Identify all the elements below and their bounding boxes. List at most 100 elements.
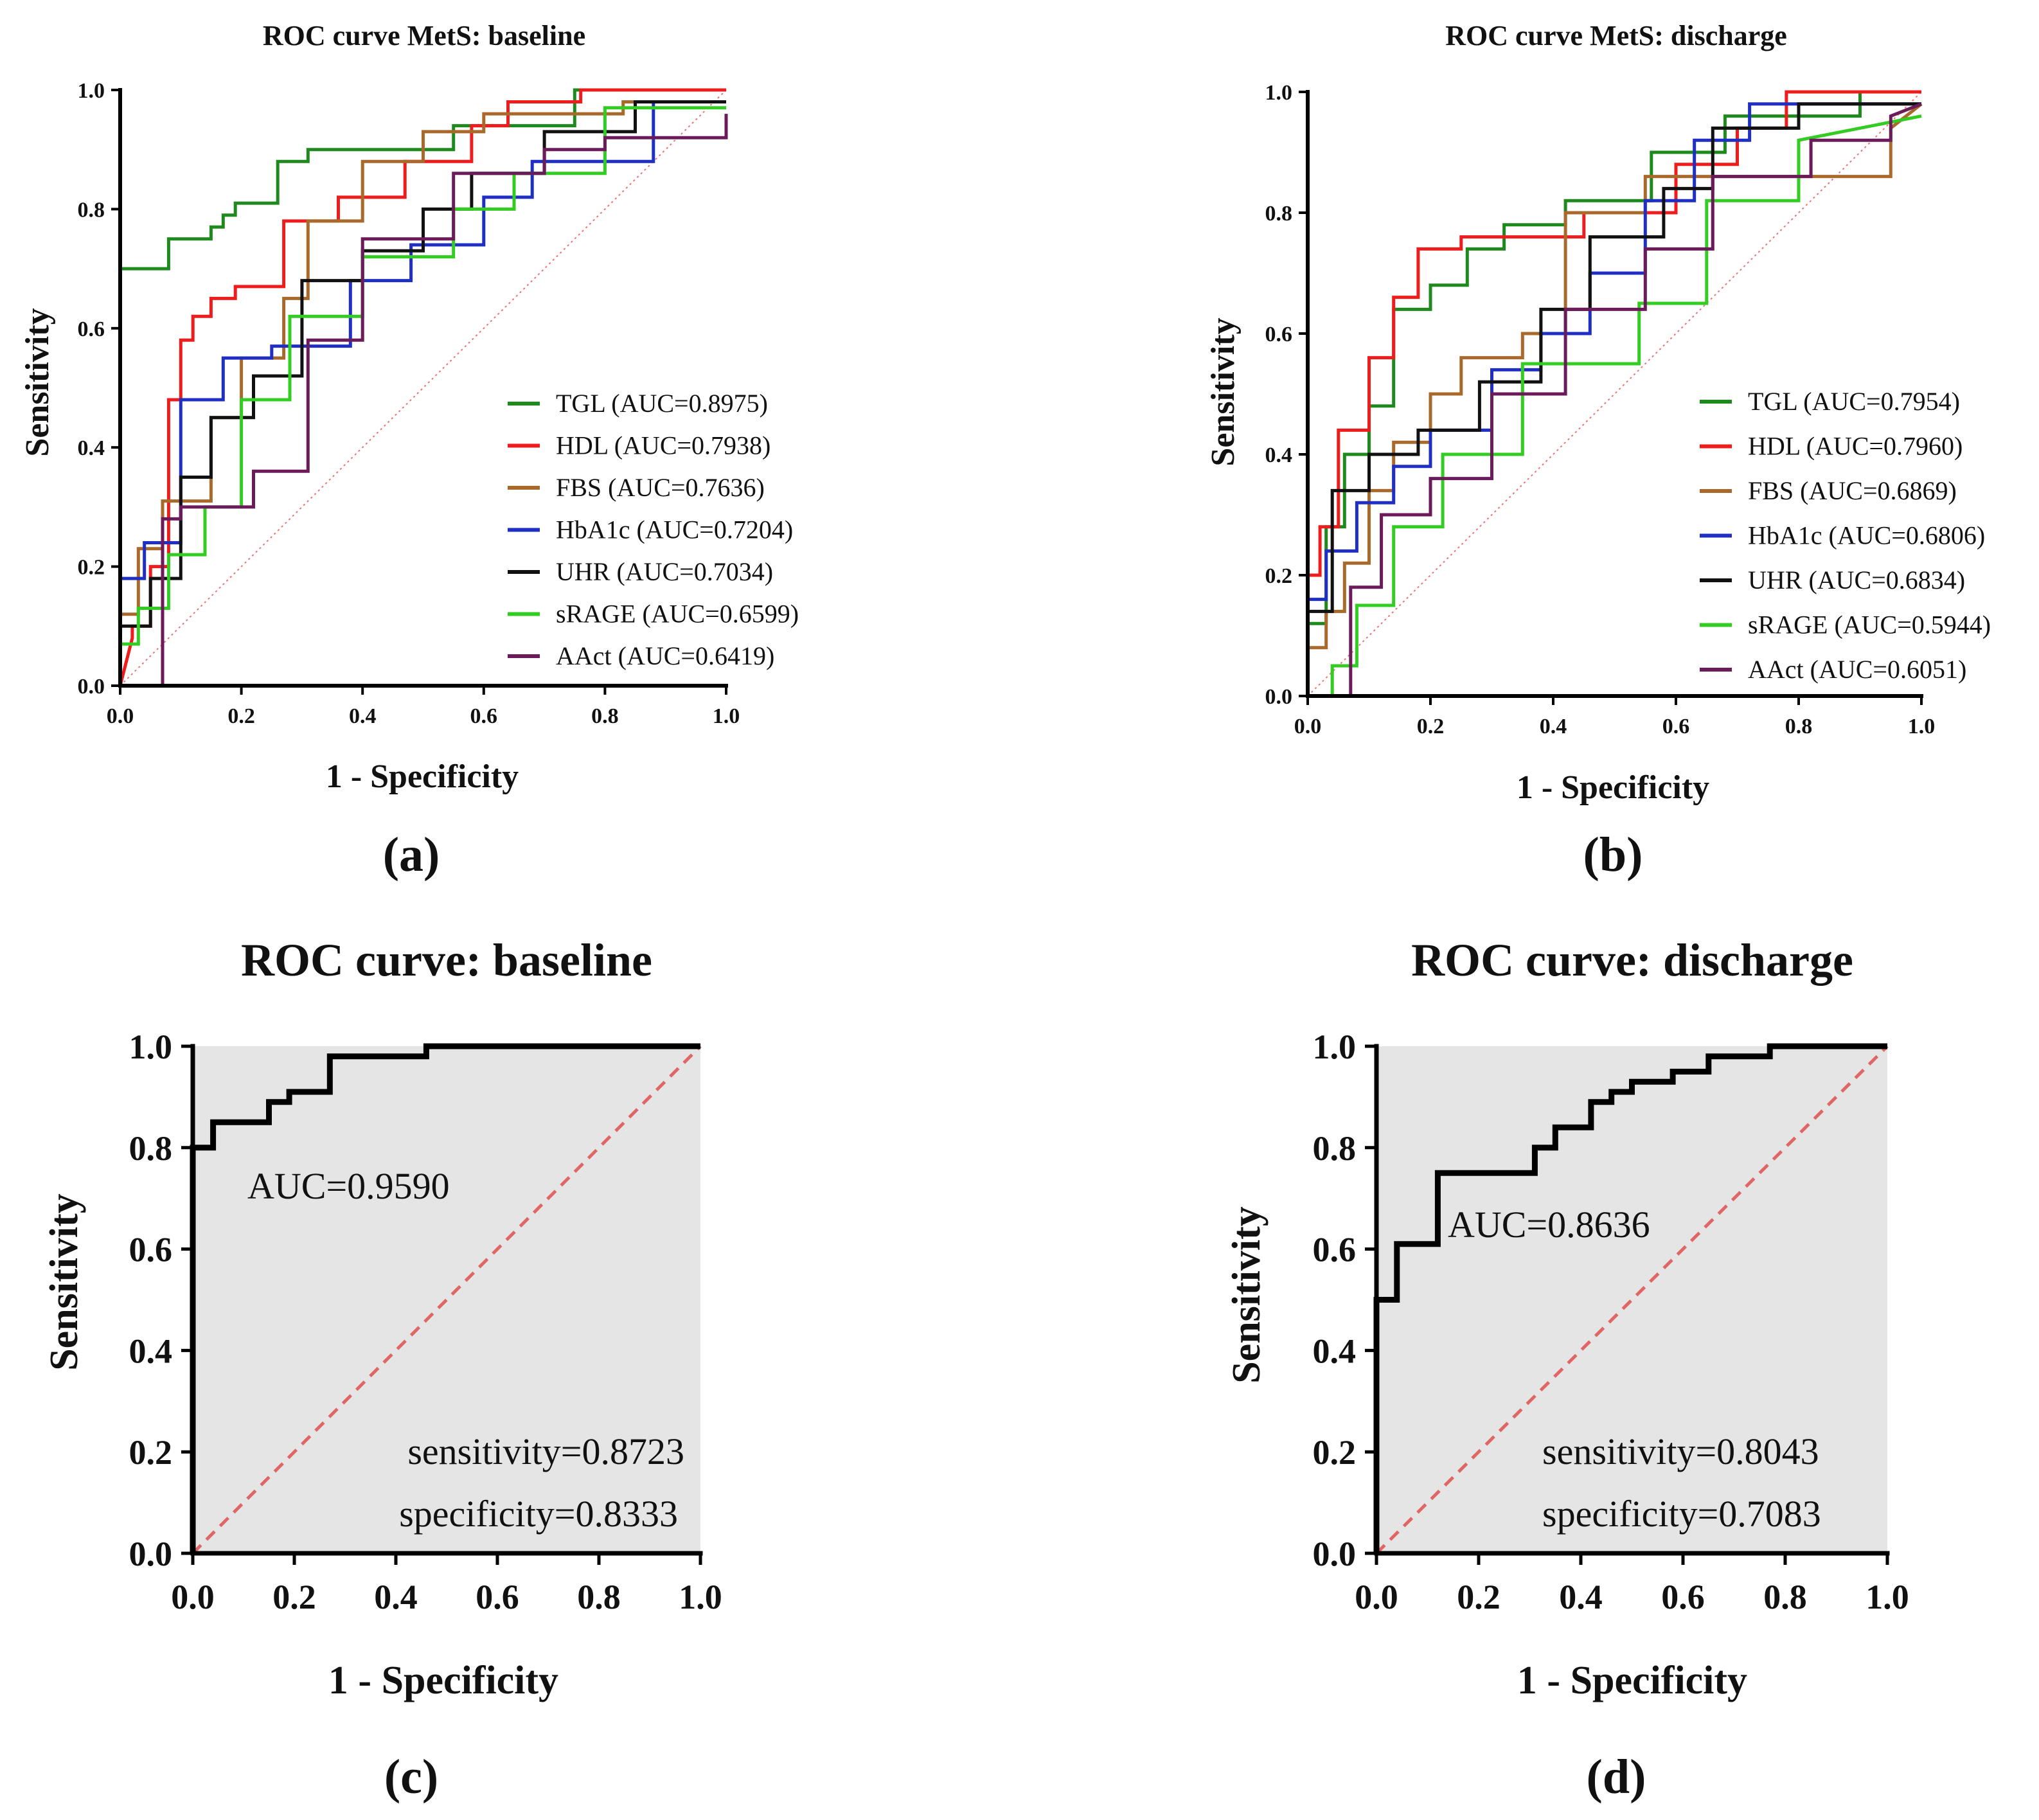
panel-b-y-tick-label: 0.6 [1265, 323, 1293, 346]
panel-b-legend-label: FBS (AUC=0.6869) [1748, 476, 1957, 505]
panel-b-y-tick-label: 1.0 [1265, 81, 1293, 105]
panel-c-letter: (c) [384, 1750, 438, 1804]
panel-a-y-tick-label: 0.8 [78, 198, 105, 222]
panel-b-x-tick-label: 0.2 [1417, 715, 1445, 738]
panel-b-roc-curve-tgl [1306, 90, 1921, 696]
panel-a-x-tick-label: 0.2 [227, 704, 255, 728]
panel-a-reference-diagonal [120, 89, 727, 686]
panel-b-roc-curve-fbs [1306, 102, 1923, 696]
panel-d-y-tick-label: 0.2 [1313, 1433, 1357, 1472]
panel-d-x-tick-label: 0.8 [1763, 1578, 1807, 1616]
panel-a-y-tick-label: 0.4 [78, 436, 105, 460]
panel-d-x-tick-label: 0.0 [1355, 1578, 1398, 1616]
panel-b-roc-curve-hba1c [1306, 102, 1921, 696]
panel-d-y-tick-label: 0.8 [1313, 1129, 1357, 1168]
panel-c-y-tick-label: 0.4 [129, 1332, 173, 1370]
panel-d-reference-diagonal [1375, 1045, 1889, 1555]
panel-a-legend-label: UHR (AUC=0.7034) [556, 557, 773, 586]
panel-b-letter: (b) [1583, 828, 1643, 882]
panel-b-x-tick-label: 0.6 [1662, 715, 1690, 738]
panel-a-y-axis-label: Sensitivity [19, 308, 56, 456]
panel-a-x-tick-label: 0.4 [349, 704, 377, 728]
panel-b-x-tick-label: 0.4 [1540, 715, 1567, 738]
panel-c-annotation: AUC=0.9590 [247, 1165, 450, 1207]
panel-a-y-tick-label: 0.2 [78, 556, 105, 580]
panel-a-legend-label: sRAGE (AUC=0.6599) [556, 600, 799, 629]
panel-b-y-tick-label: 0.0 [1265, 685, 1293, 709]
panel-d-annotation: AUC=0.8636 [1448, 1204, 1650, 1245]
panel-b-y-axis-label: Sensitivity [1205, 317, 1242, 466]
panel-d-annotation: specificity=0.7083 [1542, 1493, 1821, 1535]
panel-b-legend-label: AAct (AUC=0.6051) [1748, 655, 1966, 684]
panel-a-x-tick-label: 0.8 [591, 704, 619, 728]
panel-c-y-tick-label: 0.0 [129, 1535, 173, 1573]
panel-a: ROC curve MetS: baseline Sensitivity 1 -… [19, 20, 799, 882]
panel-d-x-tick-label: 1.0 [1865, 1578, 1909, 1616]
panel-b-legend-label: sRAGE (AUC=0.5944) [1748, 611, 1991, 639]
panel-a-roc-curve-fbs [118, 100, 726, 686]
panel-a-y-tick-label: 1.0 [78, 79, 105, 103]
panel-d-y-tick-label: 1.0 [1313, 1028, 1357, 1066]
panel-b-x-tick-label: 1.0 [1908, 715, 1936, 738]
panel-d-x-tick-label: 0.6 [1661, 1578, 1705, 1616]
panel-b: ROC curve MetS: discharge Sensitivity 1 … [1205, 20, 1991, 882]
panel-c-x-tick-label: 0.8 [577, 1578, 621, 1616]
panel-b-roc-curve-uhr [1306, 102, 1921, 696]
panel-c-y-tick-label: 0.2 [129, 1433, 173, 1472]
panel-a-legend-label: FBS (AUC=0.7636) [556, 473, 765, 502]
panel-a-roc-curve-srage [118, 106, 726, 686]
panel-c-x-tick-label: 1.0 [679, 1578, 722, 1616]
panel-a-y-tick-label: 0.0 [78, 675, 105, 699]
panel-c-x-tick-label: 0.0 [171, 1578, 215, 1616]
panel-c-y-tick-label: 0.6 [129, 1231, 173, 1269]
panel-a-roc-curve-tgl [118, 88, 726, 686]
panel-c-x-tick-label: 0.6 [476, 1578, 519, 1616]
panel-c-x-tick-label: 0.4 [374, 1578, 418, 1616]
panel-b-y-tick-label: 0.2 [1265, 564, 1293, 588]
panel-c-annotation: specificity=0.8333 [399, 1493, 678, 1535]
panel-a-y-tick-label: 0.6 [78, 317, 105, 341]
panel-a-letter: (a) [383, 828, 440, 882]
panel-d-x-tick-label: 0.4 [1559, 1578, 1603, 1616]
panel-a-x-tick-label: 0.6 [470, 704, 498, 728]
panel-a-roc-curve-hdl [118, 88, 726, 686]
panel-d-y-axis-label: Sensitivity [1225, 1206, 1269, 1384]
panel-c-y-tick-label: 1.0 [129, 1028, 173, 1066]
panel-c-roc-curve-roc [190, 1043, 700, 1553]
panel-a-legend-label: TGL (AUC=0.8975) [556, 389, 768, 418]
panel-d-letter: (d) [1587, 1750, 1646, 1804]
panel-b-roc-curve-srage [1308, 114, 1922, 698]
panel-a-x-tick-label: 0.0 [107, 704, 134, 728]
panel-d-x-tick-label: 0.2 [1457, 1578, 1500, 1616]
panel-b-title: ROC curve MetS: discharge [1445, 20, 1787, 51]
panel-c-reference-diagonal [191, 1045, 702, 1555]
panel-c-y-axis-label: Sensitivity [42, 1193, 86, 1371]
panel-a-roc-curve-aact [161, 114, 728, 686]
panel-b-x-tick-label: 0.0 [1294, 715, 1322, 738]
panel-d-annotation: sensitivity=0.8043 [1542, 1431, 1819, 1472]
panel-b-y-tick-label: 0.8 [1265, 202, 1293, 226]
panel-b-x-axis-label: 1 - Specificity [1517, 769, 1709, 806]
panel-c-x-axis-label: 1 - Specificity [328, 1659, 558, 1702]
panel-b-legend-label: UHR (AUC=0.6834) [1748, 566, 1965, 594]
panel-b-legend-label: TGL (AUC=0.7954) [1748, 387, 1960, 416]
panel-a-x-axis-label: 1 - Specificity [326, 758, 519, 795]
panel-b-x-tick-label: 0.8 [1785, 715, 1813, 738]
panel-b-roc-curve-aact [1349, 102, 1922, 696]
panel-c-y-tick-label: 0.8 [129, 1129, 173, 1168]
panel-a-legend-label: HbA1c (AUC=0.7204) [556, 515, 793, 544]
panel-d-x-axis-label: 1 - Specificity [1517, 1659, 1747, 1702]
panel-a-legend-label: HDL (AUC=0.7938) [556, 431, 770, 460]
panel-d: ROC curve: discharge Sensitivity 1 - Spe… [1225, 934, 1909, 1804]
panel-a-title: ROC curve MetS: baseline [263, 20, 585, 51]
panel-c: ROC curve: baseline Sensitivity 1 - Spec… [42, 934, 722, 1804]
panel-d-title: ROC curve: discharge [1411, 934, 1853, 986]
panel-b-legend-label: HbA1c (AUC=0.6806) [1748, 521, 1985, 550]
panel-d-y-tick-label: 0.0 [1313, 1535, 1357, 1573]
panel-c-annotation: sensitivity=0.8723 [407, 1431, 684, 1472]
panel-c-title: ROC curve: baseline [241, 934, 652, 986]
panel-a-legend-label: AAct (AUC=0.6419) [556, 641, 774, 670]
panel-c-x-tick-label: 0.2 [272, 1578, 316, 1616]
panel-b-y-tick-label: 0.4 [1265, 443, 1293, 467]
